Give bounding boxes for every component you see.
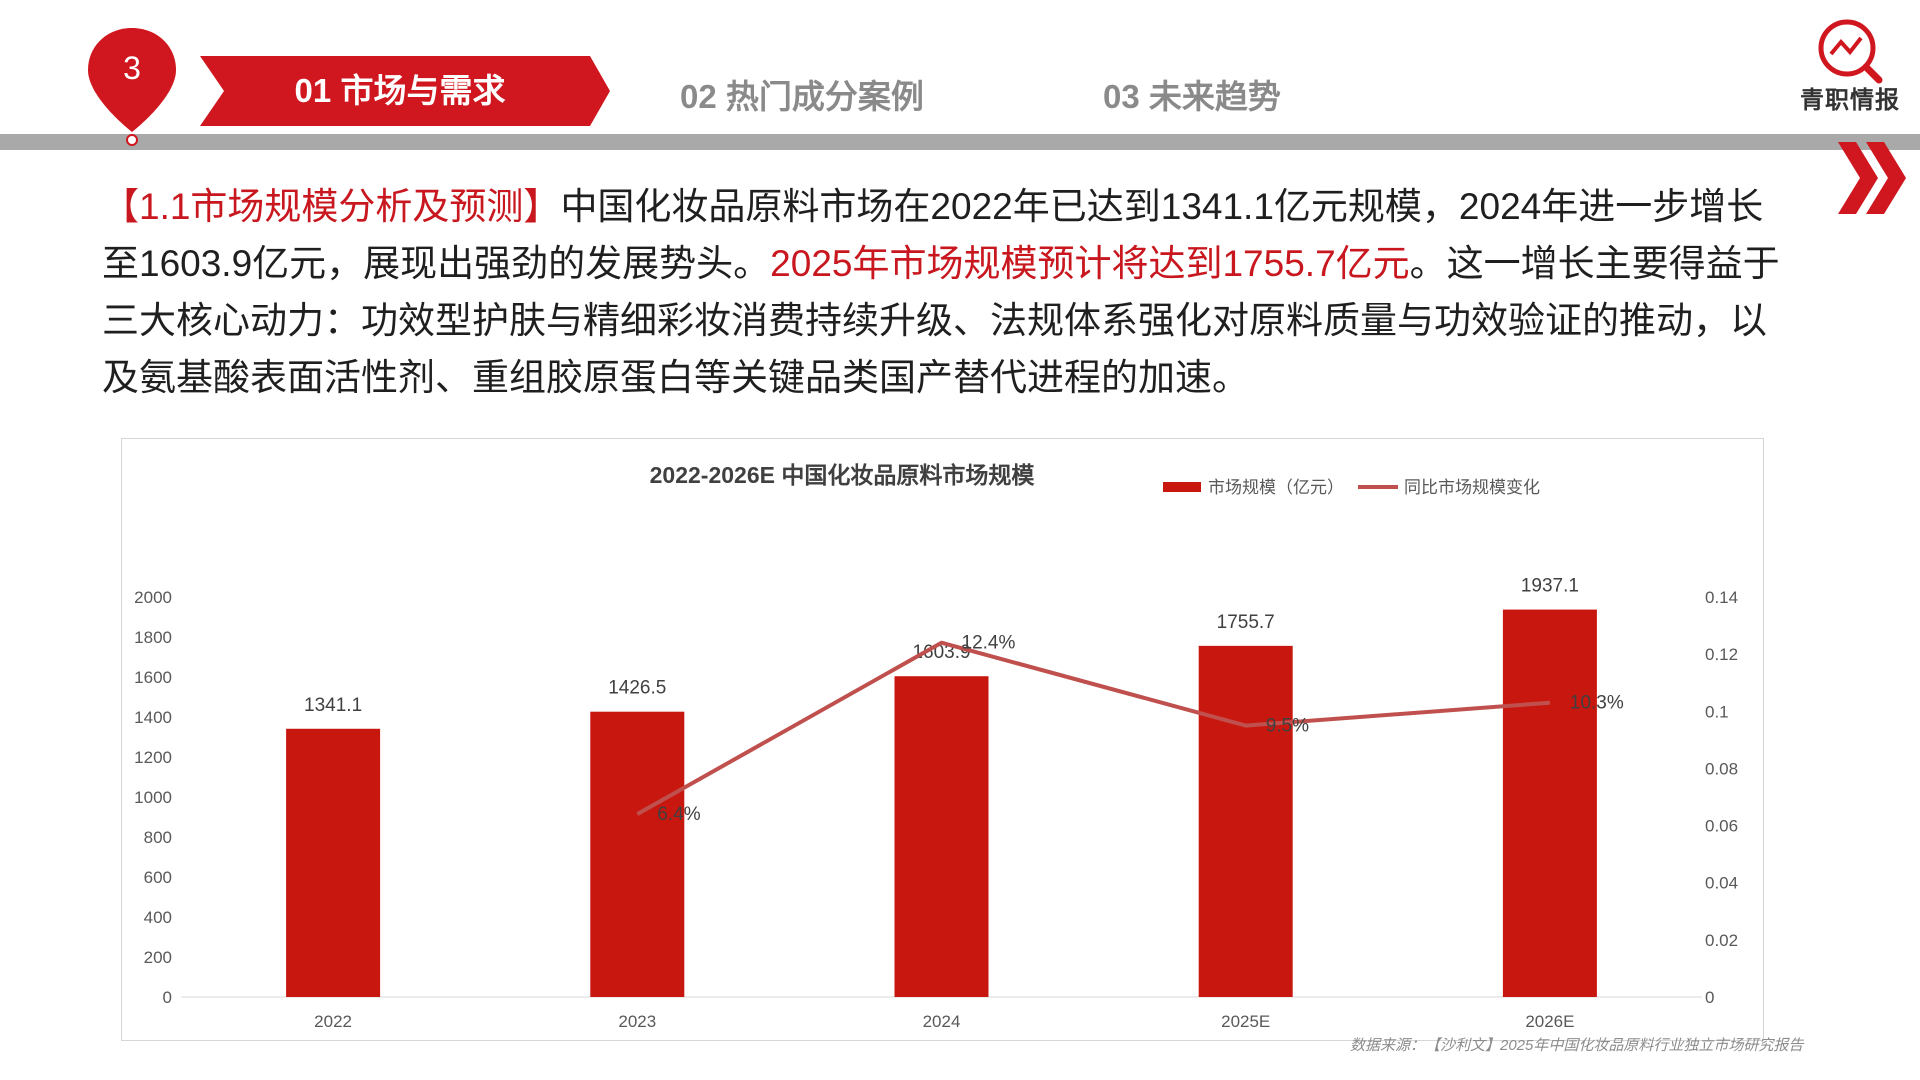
x-tick-label: 2022 xyxy=(314,1012,352,1031)
growth-line xyxy=(636,640,1551,816)
y-right-tick-label: 0.12 xyxy=(1705,645,1738,664)
line-value-label: 10.3% xyxy=(1570,693,1624,714)
y-left-tick-label: 800 xyxy=(144,828,172,847)
tab-market-demand[interactable]: 01 市场与需求 xyxy=(200,56,600,126)
bar xyxy=(1502,609,1597,997)
bar-value-label: 1426.5 xyxy=(608,678,666,699)
y-right-tick-label: 0.04 xyxy=(1705,874,1738,893)
y-right-tick-label: 0.1 xyxy=(1705,702,1729,721)
section-number: 3 xyxy=(123,50,141,86)
tab-number: 03 xyxy=(1103,78,1140,115)
data-source: 数据来源：【沙利文】2025年中国化妆品原料行业独立市场研究报告 xyxy=(1350,1037,1804,1054)
section-pin-icon xyxy=(88,28,176,146)
intro-heading: 【1.1市场规模分析及预测】 xyxy=(102,186,561,227)
intro-highlight: 2025年市场规模预计将达到1755.7亿元 xyxy=(770,243,1410,284)
y-left-tick-label: 1800 xyxy=(134,628,172,647)
chevron-right-icon xyxy=(1838,142,1906,214)
header-divider xyxy=(0,134,1920,150)
bar xyxy=(286,728,381,997)
bar-value-label: 1937.1 xyxy=(1521,576,1579,597)
intro-text-2: 。这一增长主要得益于三大核心动力：功效型护肤与精细彩妆消费持续升级、法规体系强化… xyxy=(102,243,1780,398)
intro-paragraph: 【1.1市场规模分析及预测】中国化妆品原料市场在2022年已达到1341.1亿元… xyxy=(102,178,1782,406)
chart-title: 2022-2026E 中国化妆品原料市场规模 xyxy=(650,462,1036,488)
tab-active-background xyxy=(200,56,610,126)
bar xyxy=(894,676,989,997)
y-left-tick-label: 1400 xyxy=(134,708,172,727)
y-right-tick-label: 0 xyxy=(1705,988,1714,1007)
tab-number: 02 xyxy=(680,78,717,115)
y-left-tick-label: 1200 xyxy=(134,748,172,767)
y-left-tick-label: 1000 xyxy=(134,788,172,807)
y-left-tick-label: 1600 xyxy=(134,668,172,687)
y-right-tick-label: 0.08 xyxy=(1705,759,1738,778)
y-left-tick-label: 200 xyxy=(144,948,172,967)
x-tick-label: 2023 xyxy=(618,1012,656,1031)
y-right-tick-label: 0.02 xyxy=(1705,931,1738,950)
bar xyxy=(590,711,685,997)
y-right-tick-label: 0.06 xyxy=(1705,817,1738,836)
line-value-label: 6.4% xyxy=(657,804,700,825)
legend-bar-label: 市场规模（亿元） xyxy=(1208,478,1344,497)
bar-value-label: 1341.1 xyxy=(304,695,362,716)
intro-text-1: 中国化妆品原料市场在2022年已达到1341.1亿元规模，2024年进一步增长至… xyxy=(102,186,1764,284)
logo-text: 青职情报 xyxy=(1800,87,1900,114)
legend-bar-swatch xyxy=(1163,482,1201,492)
y-right-tick-label: 0.14 xyxy=(1705,588,1738,607)
tab-future-trends[interactable]: 03 未来趋势 xyxy=(1103,70,1281,118)
line-value-label: 9.5% xyxy=(1266,716,1309,737)
y-left-tick-label: 0 xyxy=(163,988,172,1007)
x-tick-label: 2024 xyxy=(923,1012,961,1031)
tab-label: 未来趋势 xyxy=(1148,78,1281,115)
chart-container: 2022-2026E 中国化妆品原料市场规模市场规模（亿元） 同比市场规模变化 0 2… xyxy=(121,438,1764,1041)
market-size-chart: 2022-2026E 中国化妆品原料市场规模市场规模（亿元） 同比市场规模变化 0 2… xyxy=(134,462,1738,1031)
bar-value-label: 1755.7 xyxy=(1217,612,1275,633)
logo-magnifier-icon xyxy=(1818,19,1883,84)
x-tick-label: 2025E xyxy=(1221,1012,1270,1031)
tab-label: 热门成分案例 xyxy=(725,78,924,115)
tab-hot-ingredients[interactable]: 02 热门成分案例 xyxy=(680,70,924,118)
y-left-tick-label: 2000 xyxy=(134,588,172,607)
bar xyxy=(1198,645,1293,997)
legend-line-label: 同比市场规模变化 xyxy=(1404,478,1540,497)
tab-number: 01 xyxy=(294,72,332,109)
y-left-tick-label: 600 xyxy=(144,868,172,887)
tab-label: 市场与需求 xyxy=(340,72,506,109)
x-tick-label: 2026E xyxy=(1525,1012,1574,1031)
y-left-tick-label: 400 xyxy=(144,908,172,927)
line-value-label: 12.4% xyxy=(962,633,1016,654)
